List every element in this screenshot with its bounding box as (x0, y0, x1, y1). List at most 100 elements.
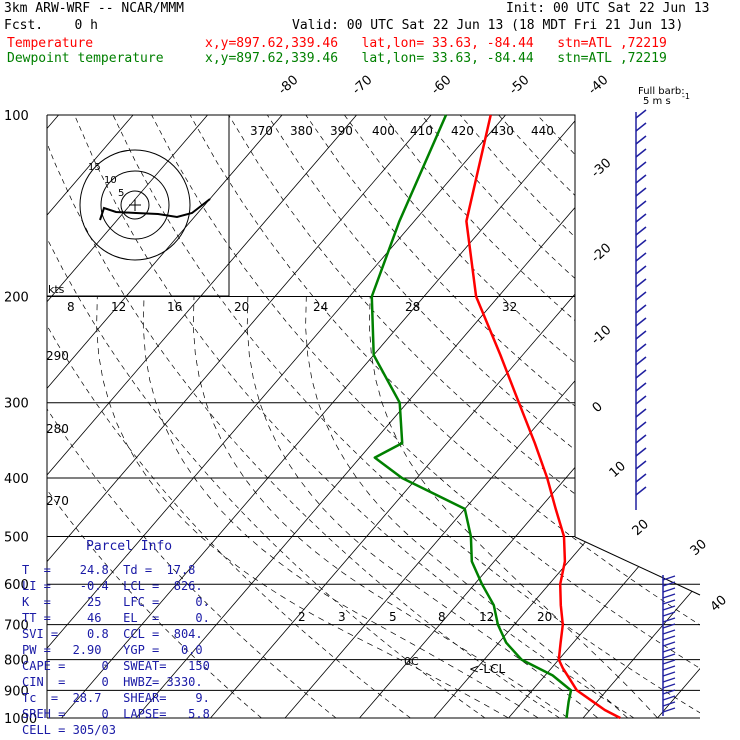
dry-adiabat-line (47, 115, 486, 718)
parcel-row: T = 24.8 Td = 17.8 (22, 563, 196, 577)
theta-label: 380 (290, 124, 313, 138)
parcel-row: SREH = 0 LAPSE= 5.8 (22, 707, 210, 721)
moist-adiabat-line (142, 296, 539, 718)
wind-barb (662, 653, 676, 659)
model-title: 3km ARW-WRF -- NCAR/MMM (4, 1, 185, 16)
wind-barb (635, 486, 647, 496)
pressure-tick-label: 300 (4, 397, 29, 412)
dry-adiabat-line (47, 115, 262, 718)
parcel-row: CAPE = 0 SWEAT= 150 (22, 659, 210, 673)
wind-barb (662, 659, 676, 665)
wind-barb (635, 434, 647, 444)
hodograph-units: kts (48, 283, 65, 296)
moist-adiabat-line (192, 296, 569, 718)
wind-barb (635, 473, 647, 483)
wind-barb (662, 683, 676, 689)
mixing-ratio-label: 24 (313, 300, 328, 314)
wind-barb (635, 343, 647, 353)
mixing-ratio-label: 20 (537, 610, 552, 624)
wind-barb (635, 161, 647, 171)
dry-adiabat-line (575, 115, 700, 718)
isotherm-line (732, 115, 740, 718)
wind-barb (662, 593, 676, 599)
hodograph: 5 10 15 kts (48, 149, 211, 296)
wind-barb (662, 701, 676, 707)
freezing-level-annotation: 0C (404, 655, 419, 668)
isotherm-label: -10 (589, 323, 615, 348)
dry-adiabat-line (151, 115, 700, 718)
isotherm-label: 10 (607, 459, 629, 481)
wind-barb (662, 617, 676, 623)
parcel-info-panel: Parcel Info T = 24.8 Td = 17.8 LI = -0.4… (0, 537, 240, 740)
mixing-ratio-label: 16 (167, 300, 182, 314)
forecast-hour: Fcst. 0 h (4, 18, 98, 33)
mixing-ratio-label: 32 (502, 300, 517, 314)
wind-barb (635, 187, 647, 197)
theta-label: 430 (491, 124, 514, 138)
wind-barb (635, 239, 647, 249)
wind-barb (635, 148, 647, 158)
pressure-tick-label: 800 (4, 654, 29, 669)
dry-adiabat-line (614, 115, 700, 718)
wind-barb (635, 317, 647, 327)
dry-adiabat-line (112, 115, 700, 718)
isotherm-line (47, 115, 432, 718)
pressure-tick-label: 500 (4, 530, 29, 545)
hodograph-ring-label: 5 (118, 188, 124, 199)
wind-barb (635, 356, 647, 366)
isotherm-label: -70 (350, 73, 376, 98)
isotherm-line (582, 115, 700, 718)
dry-adiabat-line (305, 115, 700, 718)
dry-adiabat-line (189, 115, 700, 718)
wind-barb (662, 677, 676, 683)
isotherm-line (508, 115, 700, 718)
dry-adiabat-line (344, 115, 700, 718)
temperature-label: Temperature (7, 36, 94, 51)
parcel-row: Tc = 28.7 SHEAR= 9. (22, 691, 210, 705)
wind-barb (635, 369, 647, 379)
wind-barb (635, 304, 647, 314)
dewpoint-label: Dewpoint temperature (7, 51, 164, 66)
mixing-ratio-label: 20 (234, 300, 249, 314)
theta-label: 370 (250, 124, 273, 138)
wind-barb (635, 447, 647, 457)
wind-barb (662, 647, 676, 653)
pressure-tick-label: 700 (4, 619, 29, 634)
wind-barbs (635, 109, 676, 716)
wind-barb (662, 587, 676, 593)
moist-adiabat-line (96, 296, 509, 718)
dry-adiabat-line (47, 115, 560, 718)
theta-label: 390 (330, 124, 353, 138)
pressure-tick-label: 100 (4, 109, 29, 124)
init-time: Init: 00 UTC Sat 22 Jun 13 (506, 1, 710, 16)
theta-label: 440 (531, 124, 554, 138)
moist-adiabat-line (305, 296, 628, 718)
wind-barb (635, 330, 647, 340)
wind-barb (662, 629, 676, 635)
wind-barb (635, 122, 647, 132)
wind-barb (635, 382, 647, 392)
lcl-annotation: <-LCL (469, 662, 505, 676)
mixing-ratio-label: 5 (389, 610, 397, 624)
dry-adiabat-line (47, 115, 337, 718)
isotherm-line (61, 115, 581, 718)
isotherm-line (359, 115, 700, 718)
isotherm-label: -60 (429, 73, 455, 98)
wind-barb (662, 689, 676, 695)
wind-barb (662, 599, 676, 605)
hodograph-ring-label: 10 (104, 175, 117, 186)
isotherm-line (135, 115, 655, 718)
dry-adiabat-line (267, 115, 700, 718)
wind-barb (635, 460, 647, 470)
isotherm-line (433, 115, 700, 718)
isotherm-line (284, 115, 700, 718)
isotherm-label: -80 (276, 73, 302, 98)
dry-adiabat-line (536, 115, 700, 718)
isotherm-label: 30 (688, 537, 710, 559)
isotherm-line (47, 115, 357, 718)
parcel-info-title: Parcel Info (86, 539, 173, 554)
pressure-tick-label: 400 (4, 472, 29, 487)
barb-legend-units: 5 m s (643, 96, 671, 107)
temperature-profile-line (465, 114, 621, 720)
wind-barb (662, 581, 676, 587)
